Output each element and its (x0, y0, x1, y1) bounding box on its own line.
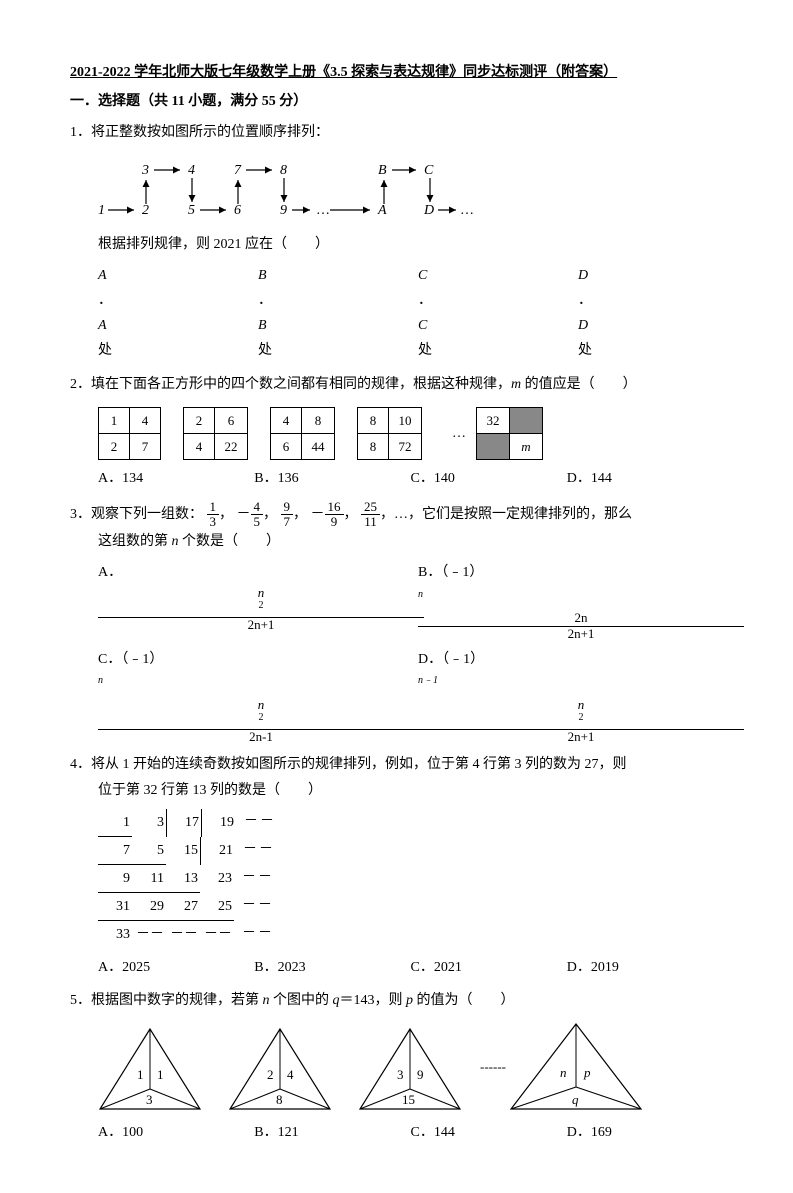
svg-text:…: … (316, 203, 330, 218)
q1-options: A．A 处 B．B 处 C．C 处 D．D 处 (98, 263, 723, 364)
svg-text:2: 2 (267, 1067, 274, 1082)
q2-grid-4: 810872 (357, 407, 422, 461)
q3-frac-3: 97 (281, 500, 294, 530)
q1-label-C: C (424, 163, 434, 178)
question-4: 4．将从 1 开始的连续奇数按如图所示的规律排列，例如，位于第 4 行第 3 列… (70, 752, 723, 980)
svg-text:1: 1 (137, 1067, 144, 1082)
q2-options: A．134 B．136 C．140 D．144 (98, 466, 723, 491)
svg-text:15: 15 (402, 1092, 415, 1107)
q5-tri-1: 1 1 3 (90, 1024, 210, 1114)
q2-grid-2: 26422 (183, 407, 248, 461)
svg-text:4: 4 (287, 1067, 294, 1082)
q2-opt-b: B．136 (254, 466, 410, 491)
svg-text:1: 1 (98, 203, 105, 218)
q1-opt-a: A．A 处 (98, 263, 258, 364)
q4-opt-b: B．2023 (254, 955, 410, 980)
svg-text:9: 9 (280, 203, 287, 218)
q5-opt-a: A．100 (98, 1120, 254, 1145)
q2-stem: 2．填在下面各正方形中的四个数之间都有相同的规律，根据这种规律，m 的值应是（ … (70, 372, 723, 397)
q2-opt-d: D．144 (567, 466, 723, 491)
svg-text:q: q (572, 1092, 579, 1107)
q1-svg: 3 4 7 8 B C 1 2 5 6 9 … A D … (98, 156, 528, 226)
svg-text:9: 9 (417, 1067, 424, 1082)
page-title: 2021-2022 学年北师大版七年级数学上册《3.5 探索与表达规律》同步达标… (70, 60, 723, 85)
svg-text:8: 8 (276, 1092, 283, 1107)
q1-stem: 1．将正整数按如图所示的位置顺序排列： (70, 120, 723, 145)
q3-opt-d: D．（﹣1）n﹣1 n22n+1 (418, 647, 738, 744)
q5-tri-2: 2 4 8 (220, 1024, 340, 1114)
section-heading: 一．选择题（共 11 小题，满分 55 分） (70, 89, 723, 114)
q5-tri-3: 3 9 15 (350, 1024, 470, 1114)
q3-opt-b: B．（﹣1）n 2n2n+1 (418, 560, 738, 641)
svg-text:8: 8 (280, 163, 287, 178)
q4-opt-d: D．2019 (567, 955, 723, 980)
q2-grid-3: 48644 (270, 407, 335, 461)
question-2: 2．填在下面各正方形中的四个数之间都有相同的规律，根据这种规律，m 的值应是（ … (70, 372, 723, 492)
question-1: 1．将正整数按如图所示的位置顺序排列： 3 4 7 8 B C 1 2 5 6 9 … … (70, 120, 723, 363)
svg-text:6: 6 (234, 203, 241, 218)
svg-text:5: 5 (188, 203, 195, 218)
q4-stem1: 4．将从 1 开始的连续奇数按如图所示的规律排列，例如，位于第 4 行第 3 列… (70, 752, 723, 777)
q5-options: A．100 B．121 C．144 D．169 (98, 1120, 723, 1145)
q1-label-B: B (378, 163, 387, 178)
q5-opt-c: C．144 (411, 1120, 567, 1145)
q1-opt-c: C．C 处 (418, 263, 578, 364)
q1-stem2: 根据排列规律，则 2021 应在（ ） (98, 232, 723, 257)
q1-diagram: 3 4 7 8 B C 1 2 5 6 9 … A D … (98, 156, 723, 226)
svg-text:1: 1 (157, 1067, 164, 1082)
q5-opt-b: B．121 (254, 1120, 410, 1145)
q5-tri-n: n p q (506, 1019, 646, 1114)
svg-text:7: 7 (234, 163, 242, 178)
svg-text:3: 3 (397, 1067, 404, 1082)
q2-grids: 1427 26422 48644 810872 … 32m (98, 407, 723, 461)
q4-opt-a: A．2025 (98, 955, 254, 980)
q5-triangles: 1 1 3 2 4 8 3 9 15 ------ n p q (90, 1019, 723, 1114)
q1-label-D: D (423, 203, 434, 218)
svg-text:…: … (460, 203, 474, 218)
question-3: 3．观察下列一组数： 13， －45， 97， －169， 2511，…，它们是… (70, 500, 723, 745)
q2-opt-c: C．140 (411, 466, 567, 491)
svg-text:3: 3 (146, 1092, 153, 1107)
q2-grid-5: 32m (476, 407, 543, 461)
q4-table: 131719－－ 751521－－ 9111323－－ 31292725－－ 3… (98, 809, 723, 949)
q3-frac-2: 45 (251, 500, 264, 530)
q3-opt-a: A．n22n+1 (98, 560, 418, 641)
q2-opt-a: A．134 (98, 466, 254, 491)
q3-opt-c: C．（﹣1）n n22n-1 (98, 647, 418, 744)
q5-stem: 5．根据图中数字的规律，若第 n 个图中的 q＝143，则 p 的值为（ ） (70, 988, 723, 1013)
q3-stem2: 这组数的第 n 个数是（ ） (98, 529, 723, 554)
q3-frac-1: 13 (207, 500, 220, 530)
q1-opt-b: B．B 处 (258, 263, 418, 364)
svg-text:p: p (583, 1065, 591, 1080)
q3-frac-4: 169 (325, 500, 344, 530)
ellipsis-icon: … (452, 421, 468, 446)
q4-options: A．2025 B．2023 C．2021 D．2019 (98, 955, 723, 980)
q1-opt-d: D．D 处 (578, 263, 738, 364)
q5-opt-d: D．169 (567, 1120, 723, 1145)
q1-label-A: A (377, 203, 387, 218)
q4-stem2: 位于第 32 行第 13 列的数是（ ） (98, 778, 723, 803)
svg-text:4: 4 (188, 163, 195, 178)
q3-options-row1: A．n22n+1 B．（﹣1）n 2n2n+1 (98, 560, 723, 641)
q4-opt-c: C．2021 (411, 955, 567, 980)
svg-text:2: 2 (142, 203, 149, 218)
q5-dots: ------ (480, 1055, 506, 1078)
svg-text:3: 3 (141, 163, 149, 178)
q2-grid-1: 1427 (98, 407, 161, 461)
q3-stem1: 3．观察下列一组数： 13， －45， 97， －169， 2511，…，它们是… (70, 500, 723, 530)
svg-text:n: n (560, 1065, 567, 1080)
q3-frac-5: 2511 (361, 500, 380, 530)
q3-options-row2: C．（﹣1）n n22n-1 D．（﹣1）n﹣1 n22n+1 (98, 647, 723, 744)
